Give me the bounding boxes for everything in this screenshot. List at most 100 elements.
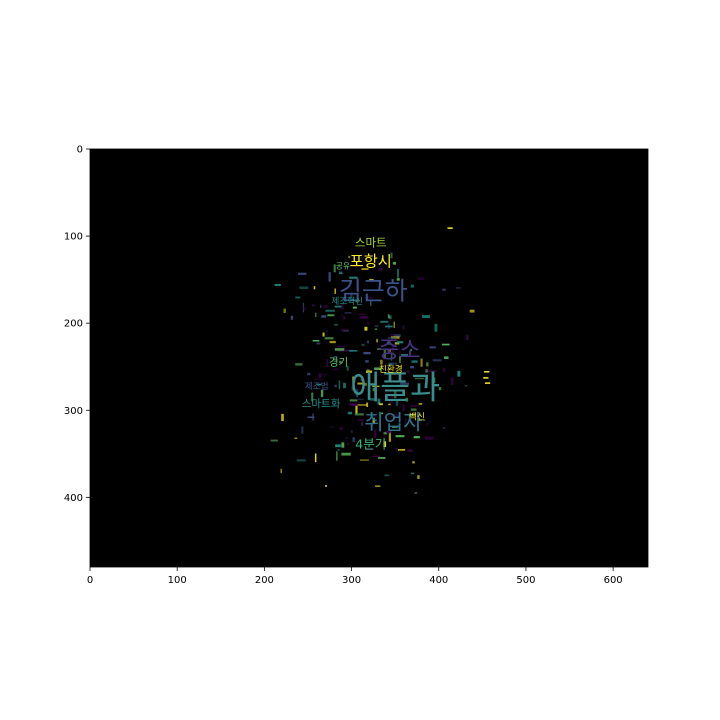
small-word-mark: [438, 387, 442, 391]
small-word-mark: [299, 286, 309, 290]
small-word-mark: [290, 315, 294, 320]
small-word-mark: [325, 309, 335, 312]
small-word-mark: [394, 342, 400, 345]
small-word-mark: [323, 305, 328, 308]
small-word-mark: [389, 315, 392, 320]
small-word-mark: [352, 306, 357, 309]
small-word-mark: [361, 268, 369, 270]
wordcloud-word: 제조법: [305, 381, 329, 392]
small-word-mark: [295, 363, 303, 366]
wordcloud-word: 포항시: [350, 253, 392, 271]
small-word-mark: [413, 436, 420, 439]
small-word-mark: [391, 425, 398, 428]
small-word-mark: [396, 269, 399, 278]
small-word-mark: [346, 365, 349, 371]
small-word-mark: [363, 351, 371, 355]
small-word-mark: [398, 448, 406, 451]
small-word-mark: [420, 358, 423, 367]
small-word-mark: [355, 405, 358, 414]
small-word-mark: [372, 387, 375, 392]
small-word-mark: [410, 472, 415, 475]
x-tick-label: 400: [429, 575, 448, 586]
small-word-mark: [380, 320, 389, 323]
small-word-mark: [386, 341, 391, 345]
small-word-mark: [483, 377, 489, 379]
small-word-mark: [426, 423, 429, 427]
small-word-mark: [346, 442, 350, 446]
small-word-mark: [341, 452, 351, 456]
small-word-mark: [349, 350, 358, 352]
small-word-mark: [410, 365, 415, 369]
y-tick-label: 0: [77, 145, 83, 156]
small-word-mark: [338, 271, 343, 275]
small-word-mark: [316, 342, 321, 345]
small-word-mark: [328, 272, 331, 282]
small-word-mark: [385, 348, 389, 351]
y-tick-label: 100: [64, 232, 83, 243]
wordcloud-small-words: [270, 227, 491, 494]
small-word-mark: [378, 267, 383, 271]
small-word-mark: [318, 373, 322, 378]
small-word-mark: [381, 412, 384, 415]
small-word-mark: [347, 411, 353, 415]
small-word-mark: [410, 348, 413, 352]
small-word-mark: [381, 257, 384, 261]
small-word-mark: [390, 333, 396, 336]
small-word-mark: [344, 311, 352, 314]
small-word-mark: [350, 430, 353, 433]
small-word-mark: [442, 288, 446, 291]
small-word-mark: [385, 395, 394, 398]
small-word-mark: [334, 305, 342, 308]
small-word-mark: [410, 408, 417, 411]
x-tick-label: 200: [255, 575, 274, 586]
small-word-mark: [388, 403, 391, 406]
wordcloud-word: 김근하: [339, 277, 408, 306]
small-word-mark: [270, 439, 278, 442]
small-word-mark: [369, 398, 375, 401]
small-word-mark: [341, 314, 344, 317]
small-word-mark: [350, 403, 358, 406]
small-word-mark: [422, 315, 430, 319]
small-word-mark: [424, 436, 434, 440]
plot-frame: [89, 148, 649, 568]
small-word-mark: [417, 475, 420, 479]
small-word-mark: [388, 432, 391, 442]
small-word-mark: [426, 362, 429, 367]
x-tick-label: 0: [87, 575, 93, 586]
small-word-mark: [366, 321, 370, 325]
y-tick-label: 300: [64, 406, 83, 417]
small-word-mark: [387, 314, 390, 319]
small-word-mark: [395, 447, 398, 450]
small-word-mark: [341, 442, 345, 448]
small-word-mark: [388, 362, 398, 365]
x-tick-label: 500: [516, 575, 535, 586]
small-word-mark: [374, 429, 377, 438]
small-word-mark: [339, 427, 344, 430]
plot-area: [90, 149, 648, 567]
small-word-mark: [280, 468, 282, 474]
small-word-mark: [283, 308, 286, 313]
small-word-mark: [366, 370, 373, 374]
small-word-mark: [349, 276, 358, 279]
small-word-mark: [411, 360, 418, 363]
small-word-mark: [313, 378, 323, 381]
small-word-mark: [395, 435, 405, 438]
small-word-mark: [335, 444, 341, 448]
small-word-mark: [484, 371, 490, 373]
small-word-mark: [380, 359, 383, 365]
wordcloud-word: 애플과: [350, 368, 440, 406]
small-word-mark: [418, 403, 423, 405]
small-word-mark: [450, 377, 454, 385]
small-word-mark: [337, 449, 340, 452]
x-tick-label: 100: [168, 575, 187, 586]
small-word-mark: [312, 339, 320, 342]
small-word-mark: [388, 323, 390, 329]
small-word-mark: [357, 419, 365, 422]
small-word-mark: [348, 402, 358, 405]
small-word-mark: [402, 325, 405, 330]
small-word-mark: [325, 485, 327, 487]
small-word-mark: [360, 316, 368, 318]
small-word-mark: [383, 349, 387, 360]
small-word-mark: [341, 303, 345, 310]
small-word-mark: [387, 349, 391, 352]
